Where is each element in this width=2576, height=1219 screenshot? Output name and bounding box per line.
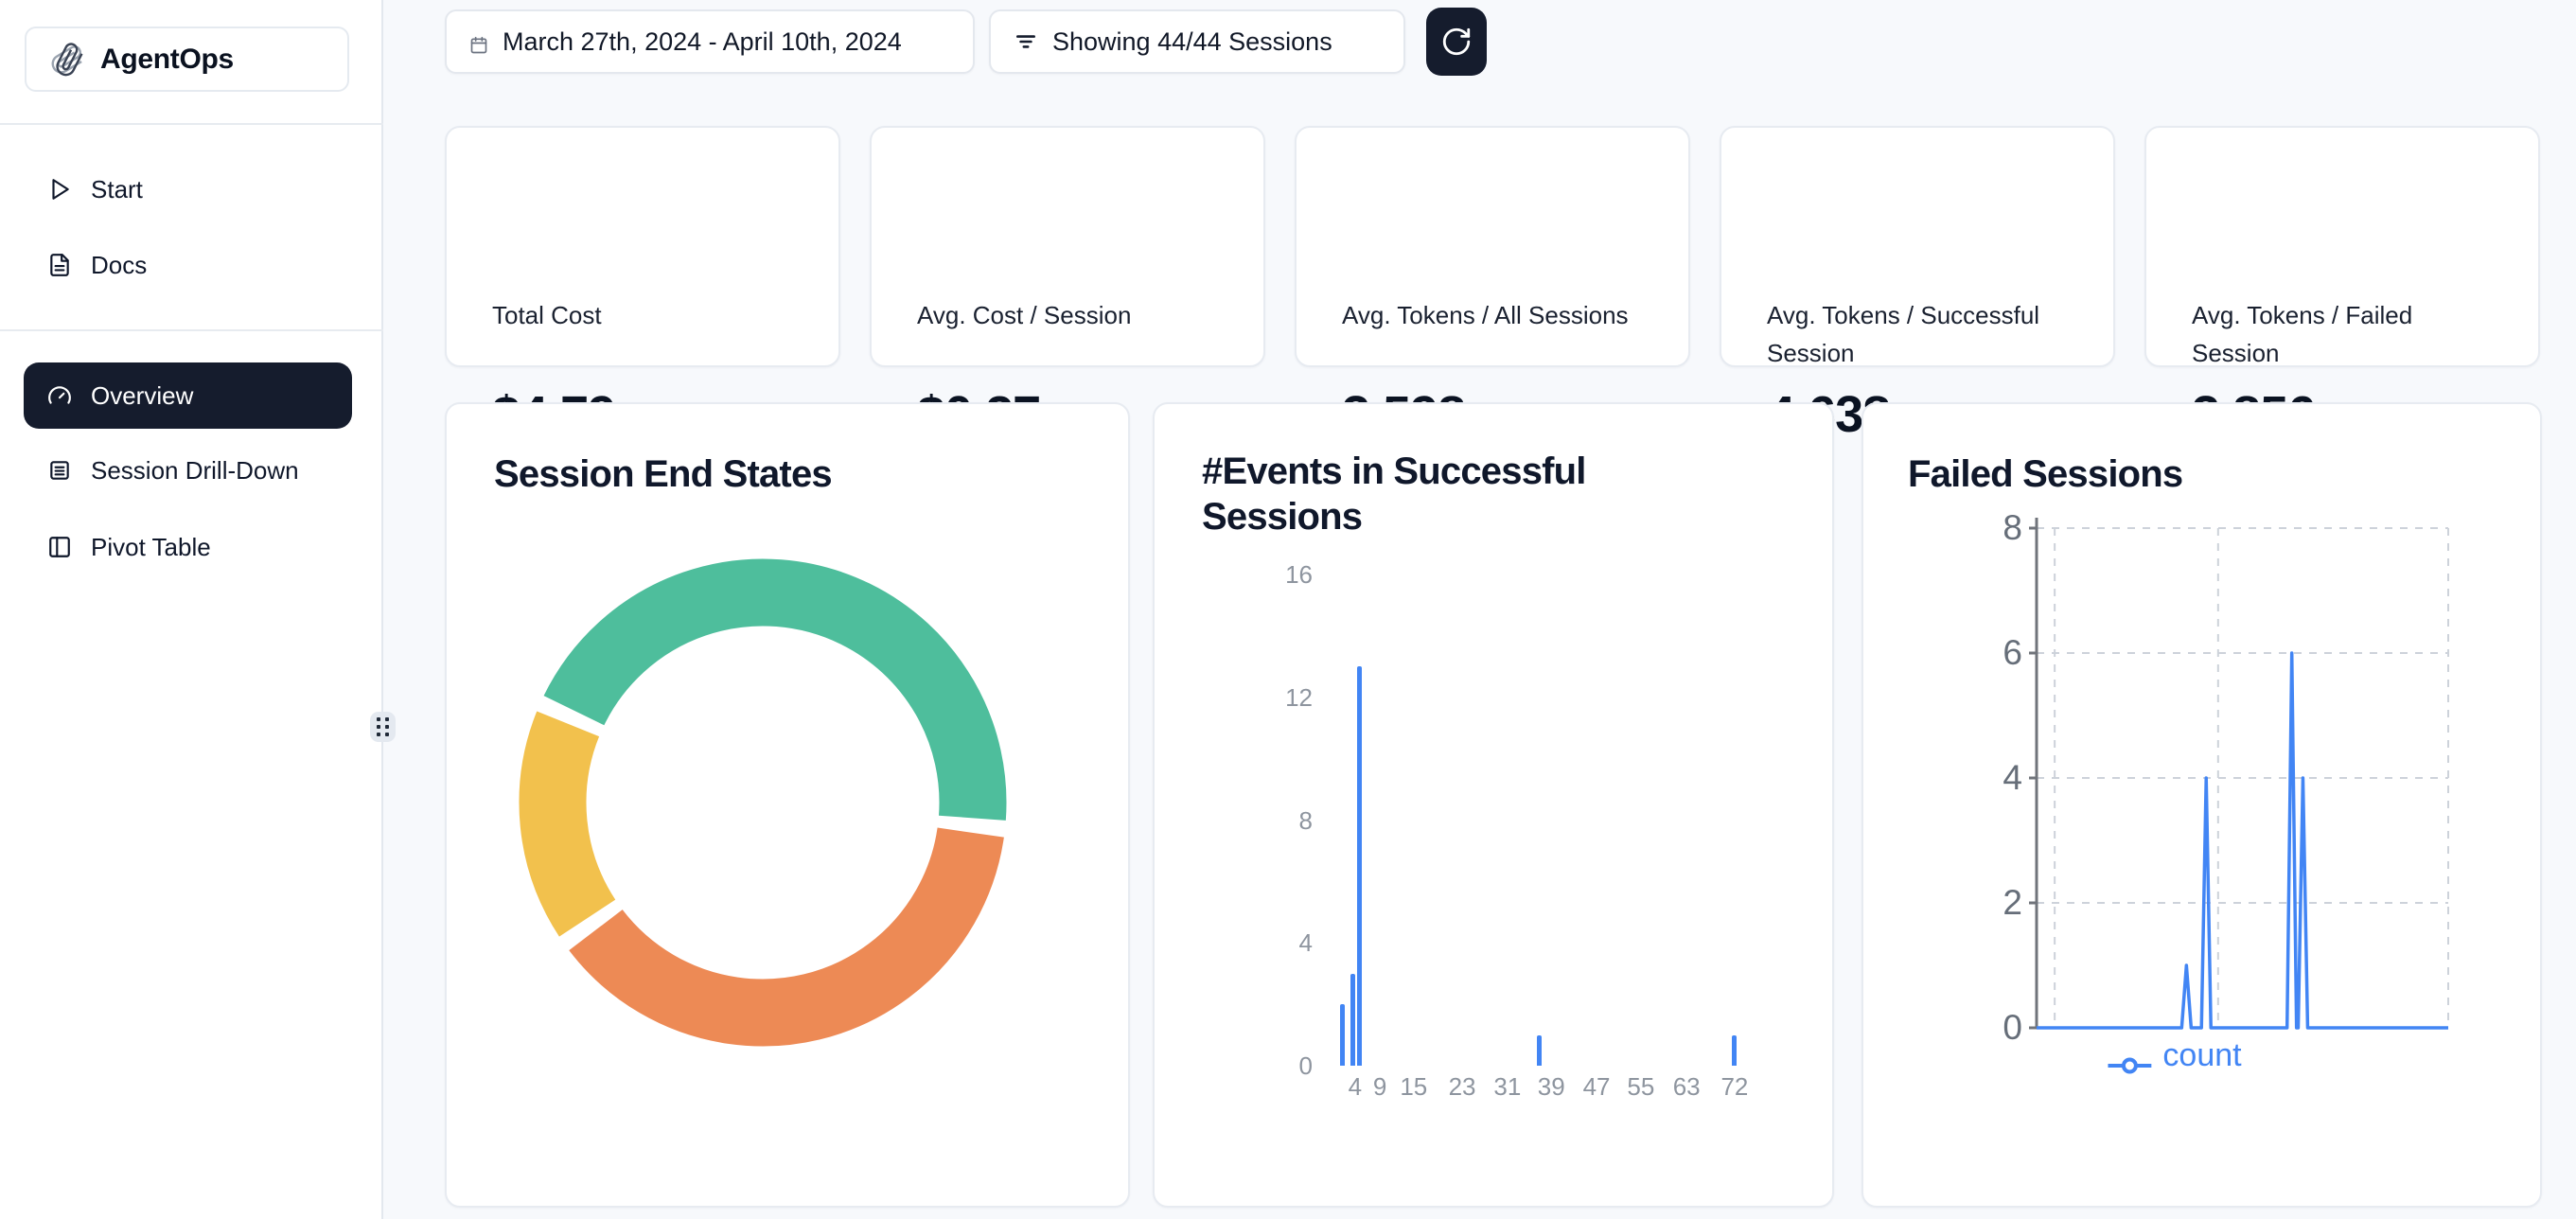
line-chart-y-axis: 8 6 4 2 0 bbox=[1932, 404, 2022, 1206]
y-tick-label: 8 bbox=[1298, 805, 1313, 835]
y-tick-label: 2 bbox=[2003, 883, 2022, 922]
legend-series-label: count bbox=[2162, 1037, 2242, 1073]
y-tick-label: 4 bbox=[1298, 928, 1313, 958]
y-tick-label: 0 bbox=[2003, 1008, 2022, 1047]
filter-lines-icon bbox=[1014, 29, 1038, 54]
chart-title: #Events in Successful Sessions bbox=[1202, 450, 1586, 538]
sessions-filter-button[interactable]: Showing 44/44 Sessions bbox=[989, 9, 1405, 74]
stat-card-avg-cost-session: Avg. Cost / Session $0.27 bbox=[870, 126, 1265, 443]
y-tick-label: 12 bbox=[1285, 682, 1313, 712]
logo[interactable]: AgentOps bbox=[25, 26, 349, 92]
stat-label: Avg. Tokens / All Sessions bbox=[1342, 301, 1629, 329]
sidebar-item-label: Session Drill-Down bbox=[91, 455, 299, 485]
x-tick-label: 4 bbox=[1348, 1072, 1363, 1101]
donut-segment-success bbox=[519, 558, 1007, 1047]
calendar-icon bbox=[469, 32, 488, 54]
gauge-icon bbox=[47, 383, 72, 408]
stat-card-total-cost: Total Cost $4.79 bbox=[445, 126, 840, 443]
document-icon bbox=[47, 253, 72, 277]
stat-card-avg-tokens-failed: Avg. Tokens / Failed Session 3,856 bbox=[2144, 126, 2540, 443]
donut-segment-fail bbox=[519, 558, 1007, 1047]
session-drilldown-icon bbox=[47, 458, 72, 483]
y-tick-label: 8 bbox=[2003, 508, 2022, 547]
pivot-table-icon bbox=[47, 535, 72, 559]
stat-label: Avg. Tokens / Failed Session bbox=[2192, 301, 2413, 367]
chart-title: Session End States bbox=[494, 453, 833, 495]
refresh-button[interactable] bbox=[1426, 8, 1487, 76]
play-icon bbox=[47, 177, 72, 202]
stat-card-avg-tokens-successful: Avg. Tokens / Successful Session 4,638 bbox=[1720, 126, 2115, 443]
bar-chart-x-axis: 4 9 15 23 31 39 47 55 63 72 bbox=[1329, 1072, 1791, 1104]
sidebar-item-label: Pivot Table bbox=[91, 532, 211, 561]
x-tick-label: 9 bbox=[1372, 1072, 1387, 1101]
y-tick-label: 6 bbox=[2003, 633, 2022, 672]
bar-chart-y-axis: 16 12 8 4 0 bbox=[1171, 404, 1313, 1206]
legend-line-icon bbox=[2108, 1047, 2152, 1073]
sidebar-item-session-drilldown[interactable]: Session Drill-Down bbox=[24, 440, 352, 501]
failed-sessions-card: Failed Sessions 8 6 4 2 0 count bbox=[1861, 402, 2542, 1208]
bar bbox=[1350, 973, 1356, 1066]
x-tick-label: 39 bbox=[1537, 1072, 1565, 1101]
paperclip-logo-icon bbox=[51, 42, 85, 77]
bar-chart-plot bbox=[1329, 569, 1791, 1066]
line-chart-legend: count bbox=[2108, 1037, 2242, 1074]
x-tick-label: 63 bbox=[1672, 1072, 1701, 1101]
count-series-line bbox=[2037, 651, 2448, 1030]
line-chart-plot bbox=[2029, 518, 2449, 1030]
x-tick-label: 72 bbox=[1720, 1072, 1749, 1101]
sidebar-divider bbox=[0, 329, 383, 331]
x-tick-label: 23 bbox=[1448, 1072, 1476, 1101]
bar bbox=[1536, 1034, 1542, 1066]
chart-title: Failed Sessions bbox=[1908, 453, 2183, 495]
sessions-filter-label: Showing 44/44 Sessions bbox=[1052, 26, 1332, 56]
sidebar-resize-handle[interactable] bbox=[370, 712, 396, 742]
sidebar-item-label: Overview bbox=[91, 380, 194, 410]
stat-card-avg-tokens-all: Avg. Tokens / All Sessions 3,598 bbox=[1295, 126, 1690, 443]
x-tick-label: 47 bbox=[1582, 1072, 1611, 1101]
x-tick-label: 55 bbox=[1627, 1072, 1655, 1101]
sidebar: AgentOps Start Docs Overview Ses bbox=[0, 0, 383, 1219]
bar bbox=[1732, 1034, 1738, 1066]
app-title: AgentOps bbox=[100, 43, 234, 75]
sidebar-item-start[interactable]: Start bbox=[24, 159, 352, 220]
date-range-button[interactable]: March 27th, 2024 - April 10th, 2024 bbox=[445, 9, 975, 74]
bar bbox=[1356, 666, 1362, 1066]
sidebar-item-docs[interactable]: Docs bbox=[24, 235, 352, 295]
sidebar-item-label: Start bbox=[91, 174, 143, 203]
donut-chart bbox=[519, 558, 1007, 1047]
y-tick-label: 4 bbox=[2003, 758, 2022, 797]
x-tick-label: 31 bbox=[1493, 1072, 1522, 1101]
sidebar-item-label: Docs bbox=[91, 250, 148, 279]
x-tick-label: 15 bbox=[1400, 1072, 1428, 1101]
refresh-icon bbox=[1440, 26, 1473, 58]
y-tick-label: 16 bbox=[1285, 560, 1313, 589]
stat-label: Avg. Cost / Session bbox=[917, 301, 1132, 329]
sidebar-divider bbox=[0, 123, 383, 125]
y-tick-label: 0 bbox=[1298, 1051, 1313, 1080]
events-in-successful-sessions-card: #Events in Successful Sessions 16 12 8 4 0 4… bbox=[1153, 402, 1834, 1208]
stat-label: Avg. Tokens / Successful Session bbox=[1767, 301, 2040, 367]
stat-label: Total Cost bbox=[492, 301, 602, 329]
sidebar-item-pivot-table[interactable]: Pivot Table bbox=[24, 517, 352, 577]
date-range-label: March 27th, 2024 - April 10th, 2024 bbox=[503, 26, 902, 56]
sidebar-item-overview[interactable]: Overview bbox=[24, 362, 352, 429]
session-end-states-card: Session End States Success Fail Indeterm… bbox=[445, 402, 1130, 1208]
bar bbox=[1339, 1004, 1345, 1066]
